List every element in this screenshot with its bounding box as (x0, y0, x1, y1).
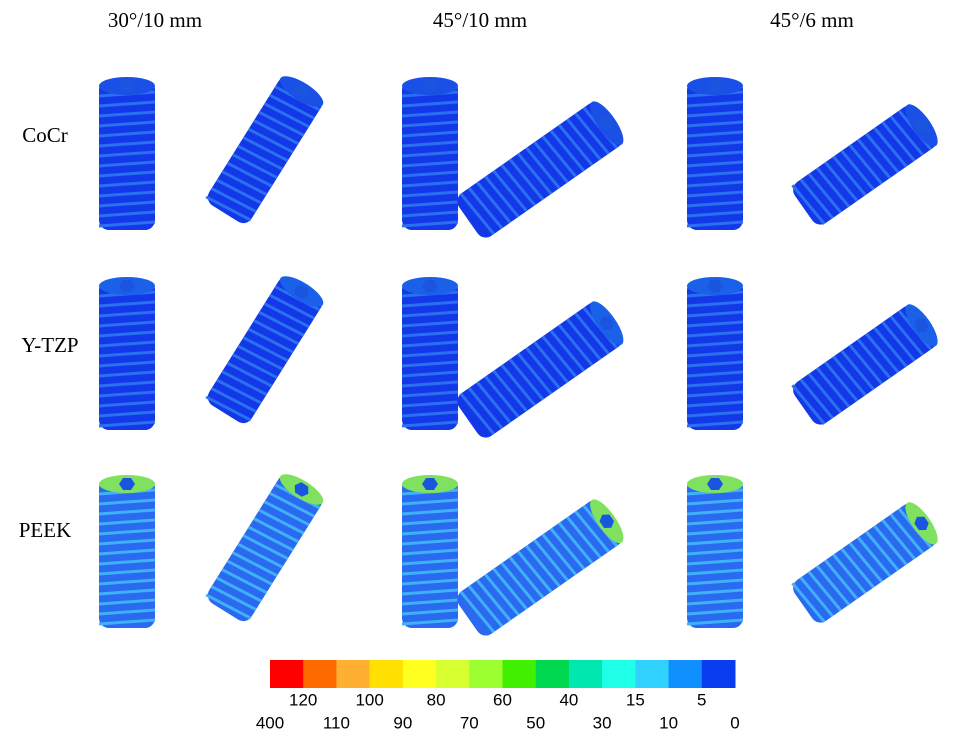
colorbar-tick-label: 120 (289, 690, 317, 709)
screw (453, 495, 629, 640)
screw (687, 475, 743, 628)
colorbar-bin (336, 660, 370, 688)
screw (99, 475, 155, 628)
colorbar-bin (403, 660, 437, 688)
colorbar-tick-label: 15 (626, 690, 645, 709)
screw (402, 475, 458, 628)
colorbar-tick-label: 70 (460, 713, 479, 732)
colorbar-bin (669, 660, 703, 688)
screw (789, 300, 943, 429)
screw (99, 77, 155, 230)
screw (687, 277, 743, 430)
screw (204, 469, 327, 625)
colorbar-bin (270, 660, 304, 688)
screw (789, 498, 943, 627)
colorbar-bin (469, 660, 503, 688)
screw (453, 297, 629, 442)
colorbar-bin (602, 660, 636, 688)
row-label: CoCr (22, 123, 68, 147)
colorbar-bin (536, 660, 570, 688)
colorbar-bin (635, 660, 669, 688)
screw (99, 277, 155, 430)
colorbar-tick-label: 100 (355, 690, 383, 709)
screw (453, 97, 629, 242)
row-label: Y-TZP (21, 333, 78, 357)
colorbar-tick-label: 30 (593, 713, 612, 732)
colorbar-tick-label: 90 (393, 713, 412, 732)
screw-renders (99, 71, 943, 640)
screw (204, 71, 327, 227)
column-header: 45°/6 mm (770, 8, 854, 32)
colorbar-bin (303, 660, 337, 688)
screw (204, 271, 327, 427)
colorbar-tick-label: 60 (493, 690, 512, 709)
colorbar-tick-label: 50 (526, 713, 545, 732)
colorbar-tick-label: 110 (323, 713, 350, 732)
colorbar-bin (370, 660, 404, 688)
colorbar-tick-label: 0 (730, 713, 739, 732)
screw (402, 277, 458, 430)
row-label: PEEK (19, 518, 72, 542)
column-header: 30°/10 mm (108, 8, 202, 32)
colorbar-tick-label: 5 (697, 690, 706, 709)
colorbar-bin (702, 660, 736, 688)
colorbar-tick-label: 10 (659, 713, 678, 732)
screw (687, 77, 743, 230)
colorbar-bin (503, 660, 537, 688)
colorbar-bin (569, 660, 603, 688)
colorbar: 40012011010090807060504030151050 (256, 660, 740, 732)
colorbar-bin (436, 660, 470, 688)
colorbar-tick-label: 400 (256, 713, 284, 732)
column-header: 45°/10 mm (433, 8, 527, 32)
screw (402, 77, 458, 230)
screw (789, 100, 943, 229)
colorbar-tick-label: 80 (427, 690, 446, 709)
colorbar-tick-label: 40 (559, 690, 578, 709)
figure: 30°/10 mm 45°/10 mm 45°/6 mm CoCr Y-TZP … (0, 0, 958, 736)
